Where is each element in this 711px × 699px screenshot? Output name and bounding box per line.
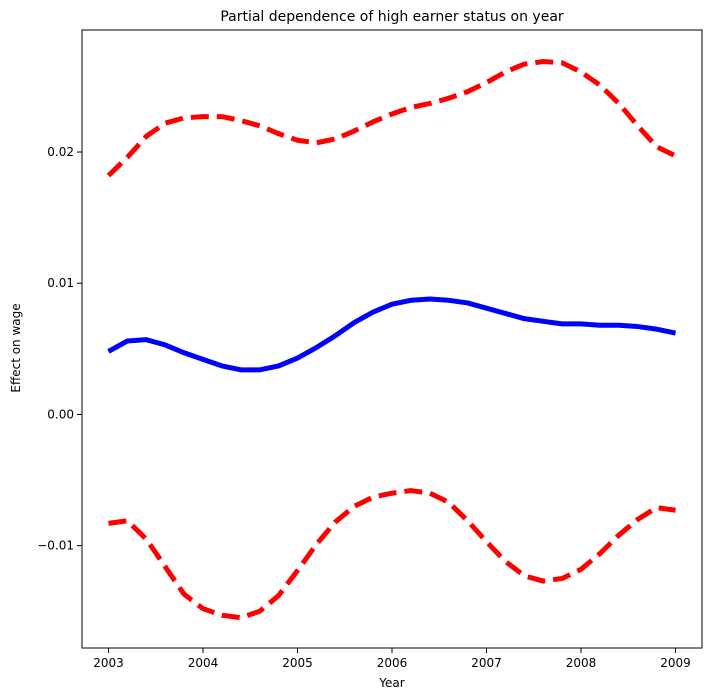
x-tick-label: 2003 — [93, 656, 124, 670]
x-tick-label: 2007 — [471, 656, 502, 670]
x-tick-label: 2004 — [188, 656, 219, 670]
x-tick-label: 2008 — [566, 656, 597, 670]
confidence-band-line-1 — [106, 58, 677, 178]
x-axis: 2003 2004 2005 2006 2007 2008 2009 — [93, 648, 691, 670]
x-tick-label: 2009 — [660, 656, 691, 670]
chart-title: Partial dependence of high earner status… — [220, 9, 564, 25]
y-axis: −0.01 0.00 0.01 0.02 — [37, 145, 82, 553]
confidence-band-line-2 — [108, 488, 676, 621]
y-axis-label: Effect on wage — [9, 303, 23, 392]
x-axis-label: Year — [378, 676, 404, 690]
x-tick-label: 2005 — [282, 656, 313, 670]
y-tick-label: −0.01 — [37, 539, 74, 553]
y-tick-label: 0.00 — [47, 407, 74, 421]
plot-area — [106, 58, 677, 621]
y-tick-label: 0.01 — [47, 276, 74, 290]
partial-dependence-line — [107, 296, 677, 373]
y-tick-label: 0.02 — [47, 145, 74, 159]
x-tick-label: 2006 — [377, 656, 408, 670]
